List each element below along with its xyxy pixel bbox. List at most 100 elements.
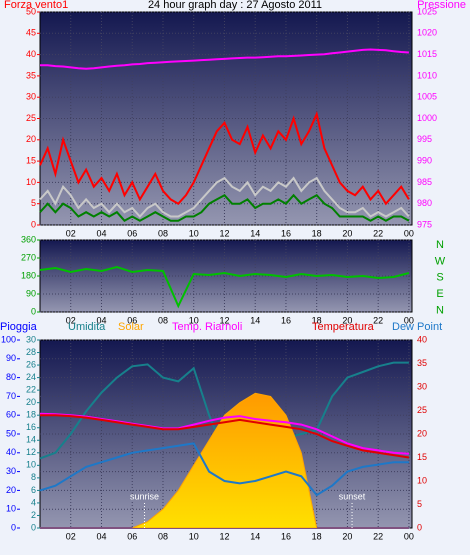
y-tick-label: 0 — [31, 306, 36, 316]
series-line — [39, 265, 410, 309]
y2-tick-label: 10 — [417, 475, 427, 485]
y3-tick-label: 20 — [26, 397, 36, 407]
legend-entry: Umidita — [68, 321, 106, 333]
x-tick-label: 04 — [96, 531, 106, 541]
y-tick-label: 15 — [26, 155, 36, 165]
x-tick-label: 10 — [189, 315, 199, 325]
y-tick-label: 10 — [6, 504, 16, 514]
y3-tick-label: 14 — [26, 435, 36, 445]
compass-label: N — [436, 305, 444, 317]
y3-tick-label: 18 — [26, 410, 36, 420]
x-tick-label: 06 — [127, 228, 137, 238]
y2-tick-label: 1020 — [417, 28, 437, 38]
series-area — [40, 392, 409, 529]
y-tick-label: 0 — [11, 522, 16, 532]
x-tick-label: 16 — [281, 228, 291, 238]
x-tick-label: 18 — [312, 228, 322, 238]
y-tick-label: 40 — [6, 447, 16, 457]
x-tick-label: 12 — [219, 228, 229, 238]
y3-tick-label: 24 — [26, 372, 36, 382]
y2-tick-label: 995 — [417, 134, 432, 144]
y-tick-label: 360 — [21, 234, 36, 244]
x-tick-label: 02 — [66, 531, 76, 541]
y-tick-label: 50 — [6, 428, 16, 438]
y-tick-label: 90 — [6, 353, 16, 363]
legend-entry: Temp. Riarnoli — [172, 321, 242, 333]
y-tick-label: 60 — [6, 410, 16, 420]
x-tick-label: 12 — [219, 315, 229, 325]
y3-tick-label: 22 — [26, 385, 36, 395]
x-tick-label: 20 — [342, 531, 352, 541]
x-tick-label: 04 — [96, 315, 106, 325]
y-axis-label: Forza vento1 — [4, 0, 68, 11]
compass-label: S — [436, 272, 443, 284]
y2-tick-label: 40 — [417, 334, 427, 344]
y3-tick-label: 26 — [26, 359, 36, 369]
x-tick-label: 14 — [250, 531, 260, 541]
annotation: sunset — [339, 491, 366, 501]
y-tick-label: 10 — [26, 177, 36, 187]
x-tick-label: 12 — [219, 531, 229, 541]
y-tick-label: 30 — [6, 466, 16, 476]
x-tick-label: 18 — [312, 531, 322, 541]
y2-tick-label: 20 — [417, 428, 427, 438]
y-tick-label: 80 — [6, 372, 16, 382]
compass-label: W — [435, 255, 446, 267]
y2-tick-label: 1005 — [417, 92, 437, 102]
y3-tick-label: 30 — [26, 334, 36, 344]
y2-tick-label: 980 — [417, 198, 432, 208]
y-tick-label: 30 — [26, 92, 36, 102]
y-tick-label: 270 — [21, 252, 36, 262]
x-tick-label: 08 — [158, 531, 168, 541]
x-tick-label: 22 — [373, 531, 383, 541]
y-tick-label: 50 — [26, 6, 36, 16]
legend-entry: Temperatura — [312, 321, 375, 333]
y2-tick-label: 975 — [417, 219, 432, 229]
x-tick-label: 20 — [342, 228, 352, 238]
y2-tick-label: 1025 — [417, 6, 437, 16]
y2-tick-label: 0 — [417, 522, 422, 532]
x-tick-label: 06 — [127, 531, 137, 541]
y-tick-label: 70 — [6, 391, 16, 401]
y3-tick-label: 10 — [26, 460, 36, 470]
y2-tick-label: 990 — [417, 155, 432, 165]
x-tick-label: 00 — [404, 228, 414, 238]
x-tick-label: 08 — [158, 315, 168, 325]
y-tick-label: 35 — [26, 70, 36, 80]
y-tick-label: 180 — [21, 270, 36, 280]
y-tick-label: 45 — [26, 28, 36, 38]
y-tick-label: 20 — [6, 485, 16, 495]
y3-tick-label: 8 — [31, 472, 36, 482]
compass-label: N — [436, 239, 444, 251]
x-tick-label: 20 — [342, 315, 352, 325]
x-tick-label: 00 — [404, 315, 414, 325]
x-tick-label: 16 — [281, 315, 291, 325]
x-tick-label: 18 — [312, 315, 322, 325]
compass-label: E — [436, 288, 443, 300]
y2-tick-label: 1015 — [417, 49, 437, 59]
y3-tick-label: 2 — [31, 510, 36, 520]
legend-entry: Pioggia — [0, 321, 38, 333]
x-tick-label: 10 — [189, 228, 199, 238]
y-tick-label: 40 — [26, 49, 36, 59]
series-line — [39, 111, 410, 206]
x-tick-label: 08 — [158, 228, 168, 238]
y2-axis-label: Pressione — [417, 0, 466, 11]
y2-tick-label: 25 — [417, 405, 427, 415]
x-tick-label: 02 — [66, 315, 76, 325]
series-line — [39, 442, 409, 497]
series-line — [40, 414, 410, 459]
y2-tick-label: 30 — [417, 381, 427, 391]
y2-tick-label: 1000 — [417, 113, 437, 123]
y2-tick-label: 5 — [417, 499, 422, 509]
x-tick-label: 14 — [250, 315, 260, 325]
legend-entry: Solar — [118, 321, 144, 333]
y2-tick-label: 15 — [417, 452, 427, 462]
x-tick-label: 22 — [373, 228, 383, 238]
y2-tick-label: 985 — [417, 177, 432, 187]
annotation: sunrise — [130, 491, 159, 501]
y-tick-label: 90 — [26, 288, 36, 298]
chart-title: 24 hour graph day : 27 Agosto 2011 — [148, 0, 322, 11]
y3-tick-label: 6 — [31, 485, 36, 495]
